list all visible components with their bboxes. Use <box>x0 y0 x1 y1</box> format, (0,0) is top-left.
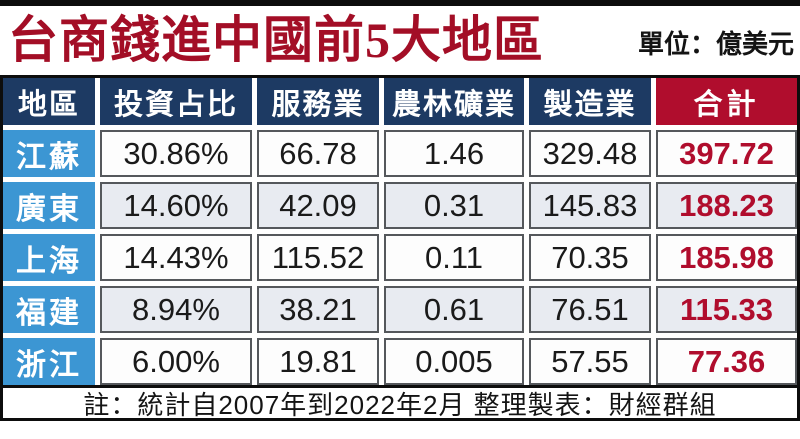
table-row: 上海 14.43% 115.52 0.11 70.35 185.98 <box>3 234 797 281</box>
page-title: 台商錢進中國前5大地區 <box>8 12 544 68</box>
total-cell: 188.23 <box>656 182 797 229</box>
value-cell: 145.83 <box>529 182 651 229</box>
col-header-mfg: 製造業 <box>529 78 651 125</box>
region-cell: 廣東 <box>3 182 95 229</box>
col-header-service: 服務業 <box>257 78 379 125</box>
value-cell: 38.21 <box>257 286 379 333</box>
value-cell: 70.35 <box>529 234 651 281</box>
region-cell: 福建 <box>3 286 95 333</box>
value-cell: 14.43% <box>100 234 252 281</box>
table-row: 江蘇 30.86% 66.78 1.46 329.48 397.72 <box>3 130 797 177</box>
value-cell: 14.60% <box>100 182 252 229</box>
value-cell: 66.78 <box>257 130 379 177</box>
total-cell: 185.98 <box>656 234 797 281</box>
table-row: 浙江 6.00% 19.81 0.005 57.55 77.36 <box>3 338 797 385</box>
value-cell: 0.005 <box>384 338 524 385</box>
region-cell: 江蘇 <box>3 130 95 177</box>
value-cell: 1.46 <box>384 130 524 177</box>
value-cell: 57.55 <box>529 338 651 385</box>
value-cell: 0.31 <box>384 182 524 229</box>
value-cell: 0.11 <box>384 234 524 281</box>
col-header-agri: 農林礦業 <box>384 78 524 125</box>
col-header-share: 投資占比 <box>100 78 252 125</box>
value-cell: 42.09 <box>257 182 379 229</box>
value-cell: 0.61 <box>384 286 524 333</box>
note-band: 註：統計自2007年到2022年2月 整理製表：財經群組 <box>3 385 797 421</box>
table-header-row: 地區 投資占比 服務業 農林礦業 製造業 合計 <box>3 78 797 125</box>
col-header-total: 合計 <box>656 78 797 125</box>
col-header-region: 地區 <box>3 78 95 125</box>
title-band: 台商錢進中國前5大地區 單位：億美元 <box>0 6 800 75</box>
footnote: 註：統計自2007年到2022年2月 整理製表：財經群組 <box>83 389 717 420</box>
total-cell: 77.36 <box>656 338 797 385</box>
value-cell: 6.00% <box>100 338 252 385</box>
value-cell: 329.48 <box>529 130 651 177</box>
table-row: 廣東 14.60% 42.09 0.31 145.83 188.23 <box>3 182 797 229</box>
table-row: 福建 8.94% 38.21 0.61 76.51 115.33 <box>3 286 797 333</box>
value-cell: 19.81 <box>257 338 379 385</box>
top-border-bar <box>0 0 800 6</box>
region-cell: 浙江 <box>3 338 95 385</box>
total-cell: 397.72 <box>656 130 797 177</box>
table-body: 江蘇 30.86% 66.78 1.46 329.48 397.72 廣東 14.60% 42.… <box>3 130 797 385</box>
value-cell: 76.51 <box>529 286 651 333</box>
value-cell: 8.94% <box>100 286 252 333</box>
value-cell: 30.86% <box>100 130 252 177</box>
value-cell: 115.52 <box>257 234 379 281</box>
region-cell: 上海 <box>3 234 95 281</box>
investment-table: 地區 投資占比 服務業 農林礦業 製造業 合計 江蘇 30.86% 66.78 1.4… <box>0 75 800 421</box>
total-cell: 115.33 <box>656 286 797 333</box>
unit-label: 單位：億美元 <box>637 29 794 59</box>
